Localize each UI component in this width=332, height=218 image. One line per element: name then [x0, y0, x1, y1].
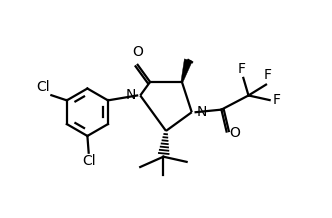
Text: O: O: [229, 126, 240, 140]
Text: F: F: [238, 62, 246, 76]
Polygon shape: [181, 59, 192, 82]
Text: F: F: [263, 68, 271, 82]
Text: Cl: Cl: [82, 154, 96, 168]
Text: F: F: [273, 93, 281, 107]
Text: Cl: Cl: [37, 80, 50, 94]
Text: N: N: [197, 105, 207, 119]
Text: O: O: [133, 45, 144, 59]
Text: N: N: [125, 88, 135, 102]
